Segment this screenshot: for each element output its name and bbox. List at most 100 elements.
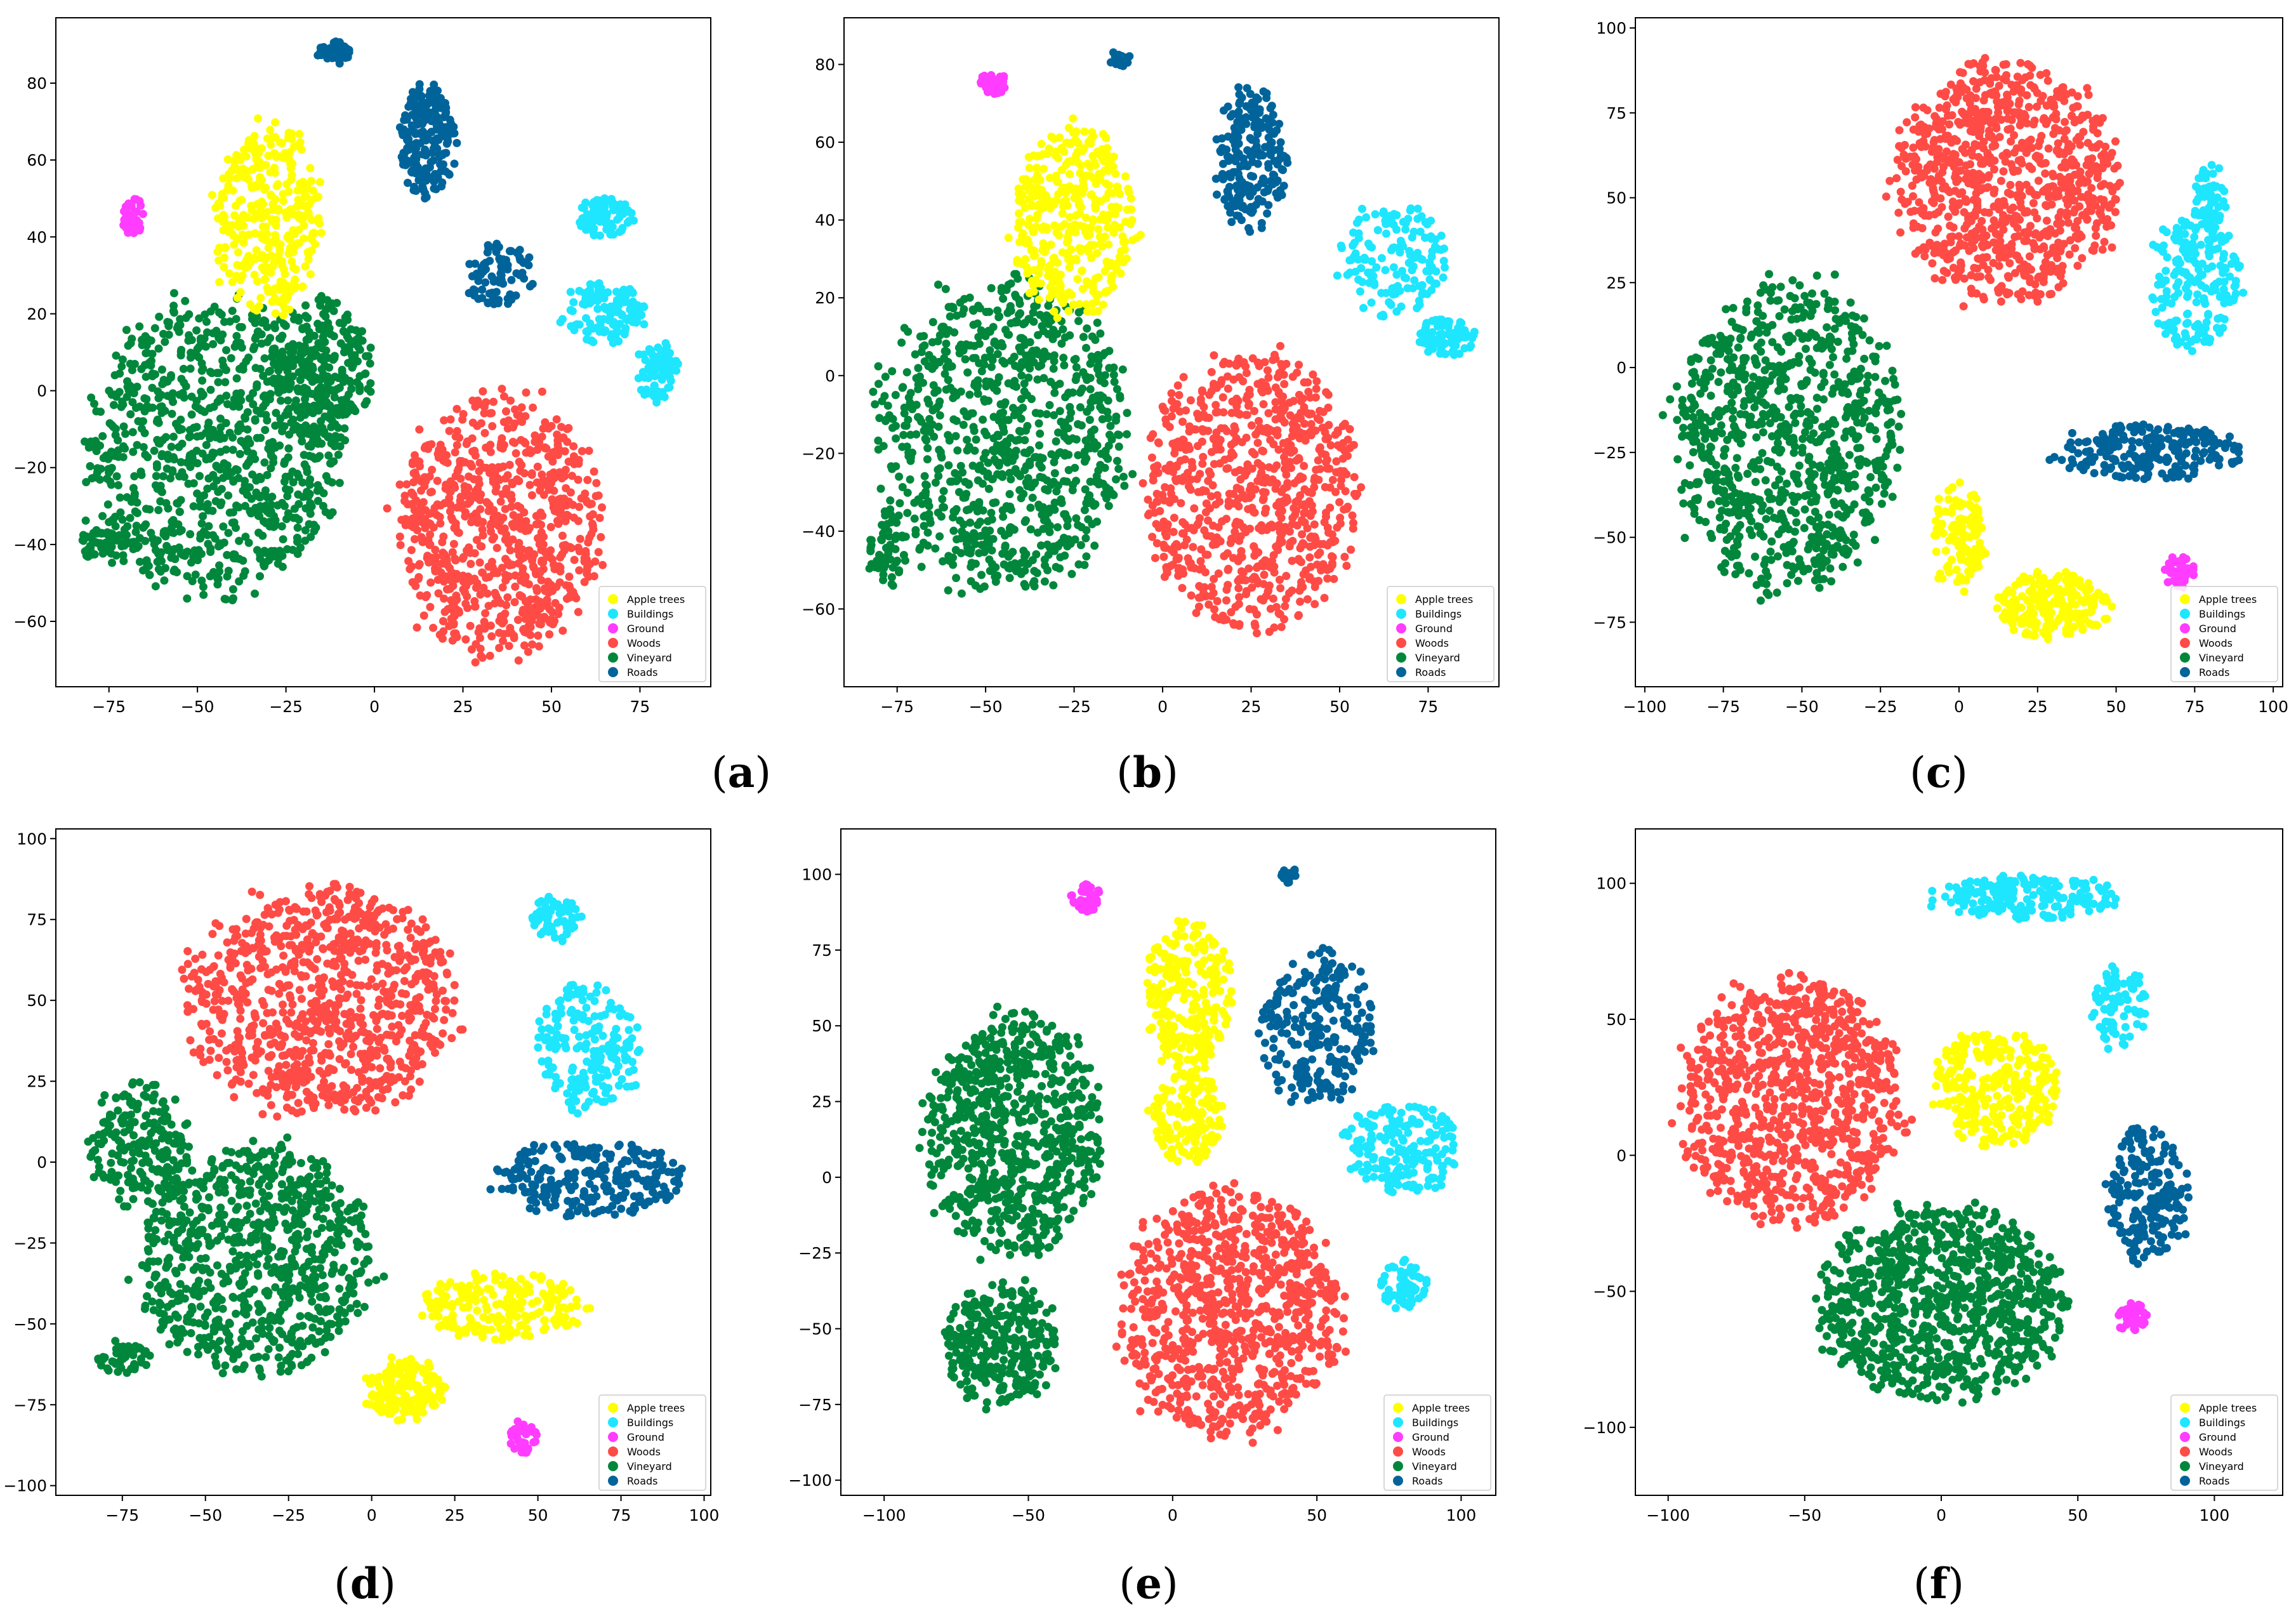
- scatter-point: [1161, 406, 1170, 415]
- scatter-point: [998, 506, 1007, 515]
- scatter-point: [503, 261, 512, 270]
- scatter-point: [1300, 420, 1309, 428]
- scatter-point: [1076, 541, 1085, 550]
- scatter-point: [236, 288, 245, 296]
- scatter-point: [254, 528, 263, 537]
- scatter-point: [145, 571, 154, 579]
- scatter-point: [1283, 482, 1291, 491]
- scatter-point: [230, 241, 239, 249]
- scatter-point: [212, 461, 221, 470]
- scatter-point: [150, 446, 159, 455]
- scatter-point: [1123, 430, 1132, 439]
- scatter-point: [568, 307, 577, 315]
- scatter-point: [997, 287, 1006, 296]
- scatter-point: [598, 292, 607, 301]
- scatter-point: [1034, 295, 1043, 304]
- scatter-point: [996, 471, 1005, 480]
- scatter-point: [480, 624, 489, 633]
- scatter-point: [302, 322, 311, 331]
- scatter-point: [499, 255, 508, 264]
- scatter-point: [965, 390, 974, 399]
- scatter-point: [532, 607, 541, 616]
- scatter-point: [971, 354, 980, 362]
- scatter-point: [986, 378, 994, 387]
- scatter-point: [495, 644, 504, 652]
- scatter-point: [209, 402, 218, 411]
- scatter-point: [501, 505, 510, 513]
- scatter-point: [452, 570, 461, 578]
- scatter-point: [129, 545, 138, 553]
- scatter-point: [974, 333, 983, 341]
- scatter-point: [1039, 374, 1048, 383]
- scatter-point: [953, 535, 961, 544]
- scatter-point: [225, 428, 234, 437]
- scatter-point: [1059, 325, 1067, 334]
- scatter-point: [1063, 201, 1072, 210]
- scatter-point: [1127, 205, 1136, 214]
- scatter-point: [555, 578, 564, 587]
- scatter-point: [305, 451, 313, 460]
- scatter-point: [476, 590, 485, 599]
- scatter-point: [92, 447, 101, 456]
- scatter-point: [1236, 466, 1244, 475]
- scatter-point: [93, 538, 102, 547]
- scatter-point: [919, 378, 927, 387]
- scatter-point: [560, 447, 569, 456]
- scatter-point: [178, 388, 187, 397]
- scatter-point: [208, 190, 216, 199]
- scatter-point: [1086, 359, 1095, 368]
- scatter-point: [1114, 430, 1122, 439]
- scatter-point: [298, 216, 307, 224]
- scatter-point: [187, 336, 196, 345]
- scatter-point: [96, 407, 105, 416]
- scatter-point: [934, 357, 943, 366]
- scatter-point: [260, 354, 269, 363]
- scatter-point: [538, 613, 547, 622]
- scatter-point: [1255, 416, 1263, 425]
- scatter-point: [531, 437, 539, 446]
- scatter-point: [989, 434, 998, 442]
- scatter-point: [216, 394, 225, 403]
- scatter-point: [494, 522, 503, 531]
- scatter-point: [1231, 520, 1240, 529]
- scatter-point: [906, 475, 914, 484]
- scatter-point: [466, 621, 475, 630]
- scatter-point: [1007, 561, 1016, 570]
- scatter-point: [237, 396, 246, 405]
- scatter-point: [128, 211, 136, 220]
- scatter-point: [169, 529, 178, 538]
- scatter-point: [976, 517, 985, 526]
- scatter-point: [269, 522, 278, 531]
- scatter-point: [910, 514, 919, 523]
- scatter-point: [1109, 282, 1118, 291]
- scatter-point: [666, 362, 675, 371]
- scatter-point: [266, 334, 275, 343]
- scatter-point: [1056, 293, 1065, 302]
- scatter-point: [195, 502, 204, 511]
- scatter-point: [612, 324, 621, 333]
- scatter-point: [241, 173, 250, 182]
- scatter-point: [496, 599, 505, 607]
- scatter-point: [970, 446, 979, 455]
- scatter-point: [1105, 430, 1114, 439]
- scatter-point: [403, 143, 412, 152]
- scatter-point: [1116, 394, 1125, 402]
- scatter-point: [581, 198, 590, 207]
- scatter-point: [981, 332, 990, 340]
- scatter-point: [445, 494, 454, 503]
- scatter-point: [195, 314, 204, 323]
- scatter-point: [203, 531, 212, 539]
- scatter-point: [292, 355, 301, 364]
- scatter-point: [1108, 271, 1117, 280]
- scatter-point: [1186, 396, 1195, 405]
- scatter-point: [1072, 363, 1081, 372]
- scatter-point: [606, 230, 615, 239]
- scatter-point: [418, 110, 426, 119]
- scatter-point: [1050, 388, 1059, 397]
- scatter-point: [1087, 190, 1096, 199]
- scatter-point: [1024, 559, 1033, 568]
- scatter-point: [867, 541, 876, 550]
- scatter-point: [1092, 472, 1101, 480]
- scatter-point: [280, 477, 289, 486]
- scatter-point: [408, 458, 417, 466]
